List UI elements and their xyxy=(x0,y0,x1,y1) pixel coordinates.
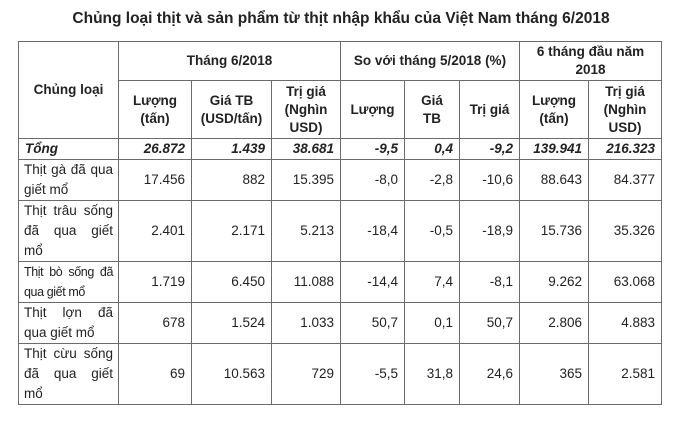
cell-vs-qty: -14,4 xyxy=(340,261,405,303)
row-name: Thịt bò sống đã qua giết mổ xyxy=(18,261,119,303)
cell-vs-value: -10,6 xyxy=(459,159,520,201)
cell-value: 729 xyxy=(271,343,341,405)
cell-price: 2.171 xyxy=(191,200,272,262)
header-six-qty: Lượng (tấn) xyxy=(519,80,589,139)
cell-vs-value: -18,9 xyxy=(459,200,520,262)
row-name: Thịt lợn đã qua giết mổ xyxy=(18,302,119,344)
cell-six-qty: 139.941 xyxy=(519,138,589,160)
cell-six-qty: 2.806 xyxy=(519,302,589,344)
table-row: Thịt bò sống đã qua giết mổ 1.719 6.450 … xyxy=(18,261,662,303)
cell-qty: 678 xyxy=(118,302,192,344)
cell-price: 10.563 xyxy=(191,343,272,405)
cell-qty: 17.456 xyxy=(118,159,192,201)
cell-vs-qty: -9,5 xyxy=(340,138,405,160)
cell-price: 882 xyxy=(191,159,272,201)
header-month-qty: Lượng (tấn) xyxy=(118,80,192,139)
cell-six-value: 63.068 xyxy=(588,261,662,303)
cell-vs-qty: -8,0 xyxy=(340,159,405,201)
cell-six-value: 216.323 xyxy=(588,138,662,160)
meat-import-table: Chủng loại Tháng 6/2018 So với tháng 5/2… xyxy=(18,41,662,405)
header-category: Chủng loại xyxy=(18,41,119,139)
cell-value: 11.088 xyxy=(271,261,341,303)
cell-vs-value: 24,6 xyxy=(459,343,520,405)
row-name: Thịt trâu sống đã qua giết mổ xyxy=(18,200,119,262)
cell-qty: 1.719 xyxy=(118,261,192,303)
header-vs-price: Giá TB xyxy=(404,80,460,139)
header-vs-value: Trị giá xyxy=(459,80,520,139)
cell-six-value: 84.377 xyxy=(588,159,662,201)
cell-value: 38.681 xyxy=(271,138,341,160)
cell-vs-qty: 50,7 xyxy=(340,302,405,344)
row-name: Thịt gà đã qua giết mổ xyxy=(18,159,119,201)
cell-vs-value: -8,1 xyxy=(459,261,520,303)
cell-value: 1.033 xyxy=(271,302,341,344)
cell-six-qty: 9.262 xyxy=(519,261,589,303)
cell-vs-qty: -5,5 xyxy=(340,343,405,405)
cell-vs-price: 31,8 xyxy=(404,343,460,405)
cell-vs-value: -9,2 xyxy=(459,138,520,160)
header-month-price: Giá TB (USD/tấn) xyxy=(191,80,272,139)
header-month: Tháng 6/2018 xyxy=(118,41,341,81)
cell-vs-qty: -18,4 xyxy=(340,200,405,262)
table-row: Thịt gà đã qua giết mổ 17.456 882 15.395… xyxy=(18,159,662,201)
cell-value: 15.395 xyxy=(271,159,341,201)
header-six-value: Trị giá (Nghìn USD) xyxy=(588,80,662,139)
cell-vs-price: -2,8 xyxy=(404,159,460,201)
cell-vs-price: -0,5 xyxy=(404,200,460,262)
cell-vs-price: 0,4 xyxy=(404,138,460,160)
header-six-months: 6 tháng đầu năm 2018 xyxy=(519,41,662,81)
cell-qty: 69 xyxy=(118,343,192,405)
row-name: Thịt cừu sống đã qua giết mổ xyxy=(18,343,119,405)
cell-price: 1.524 xyxy=(191,302,272,344)
cell-price: 1.439 xyxy=(191,138,272,160)
table-row: Thịt trâu sống đã qua giết mổ 2.401 2.17… xyxy=(18,200,662,262)
row-name: Tổng xyxy=(18,138,119,160)
table-row: Thịt cừu sống đã qua giết mổ 69 10.563 7… xyxy=(18,343,662,405)
cell-vs-price: 7,4 xyxy=(404,261,460,303)
cell-six-value: 4.883 xyxy=(588,302,662,344)
cell-six-value: 2.581 xyxy=(588,343,662,405)
cell-six-value: 35.326 xyxy=(588,200,662,262)
header-vs-qty: Lượng xyxy=(340,80,405,139)
cell-value: 5.213 xyxy=(271,200,341,262)
cell-vs-value: 50,7 xyxy=(459,302,520,344)
cell-six-qty: 365 xyxy=(519,343,589,405)
header-month-value: Trị giá (Nghìn USD) xyxy=(271,80,341,139)
cell-six-qty: 15.736 xyxy=(519,200,589,262)
cell-qty: 26.872 xyxy=(118,138,192,160)
cell-vs-price: 0,1 xyxy=(404,302,460,344)
table-title: Chủng loại thịt và sản phẩm từ thịt nhập… xyxy=(72,10,610,27)
cell-price: 6.450 xyxy=(191,261,272,303)
cell-six-qty: 88.643 xyxy=(519,159,589,201)
table-row: Thịt lợn đã qua giết mổ 678 1.524 1.033 … xyxy=(18,302,662,344)
table-row-total: Tổng 26.872 1.439 38.681 -9,5 0,4 -9,2 1… xyxy=(18,138,662,160)
cell-qty: 2.401 xyxy=(118,200,192,262)
header-vs-prev: So với tháng 5/2018 (%) xyxy=(340,41,520,81)
